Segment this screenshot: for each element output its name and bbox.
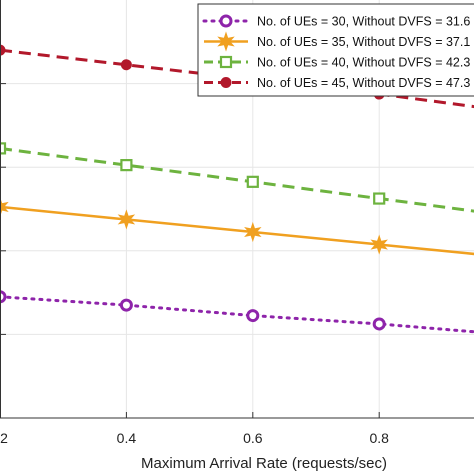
data-point: [120, 159, 133, 172]
legend-label: No. of UEs = 40, Without DVFS = 42.3: [257, 56, 470, 70]
data-point: [0, 196, 9, 217]
series-1: [0, 290, 474, 334]
legend: No. of UEs = 30, Without DVFS = 31.6 No. …: [197, 3, 474, 97]
x-tick-label: 0.4: [117, 430, 137, 446]
data-point: [244, 221, 262, 243]
data-point: [372, 317, 386, 331]
data-point: [220, 77, 232, 88]
data-point: [219, 14, 233, 28]
legend-label: No. of UEs = 45, Without DVFS = 47.3: [257, 76, 470, 90]
x-tick-label: 2: [0, 430, 8, 446]
legend-label: No. of UEs = 30, Without DVFS = 31.6: [257, 15, 470, 29]
series-3: [0, 142, 474, 213]
x-axis-label: Maximum Arrival Rate (requests/sec): [141, 455, 387, 472]
data-point: [246, 175, 259, 188]
data-point: [117, 209, 136, 230]
data-point: [0, 142, 7, 155]
x-tick-label: 0.6: [243, 430, 263, 446]
data-point: [246, 309, 260, 323]
legend-box: [197, 3, 474, 97]
data-point: [0, 290, 7, 304]
series-line: [0, 295, 474, 334]
series-2: [0, 196, 474, 256]
axes: [0, 0, 474, 419]
data-point: [119, 298, 133, 312]
series-line: [0, 205, 474, 256]
data-point: [0, 44, 6, 56]
data-point: [120, 59, 132, 71]
legend-label: No. of UEs = 35, Without DVFS = 37.1: [257, 35, 470, 49]
x-tick-label: 0.8: [369, 430, 389, 446]
series-line: [0, 146, 474, 213]
data-point: [217, 31, 235, 52]
x-ticks: 2 0.4 0.6 0.8: [0, 430, 389, 446]
data-point: [370, 234, 388, 255]
data-point: [219, 55, 233, 69]
data-point: [373, 192, 386, 205]
